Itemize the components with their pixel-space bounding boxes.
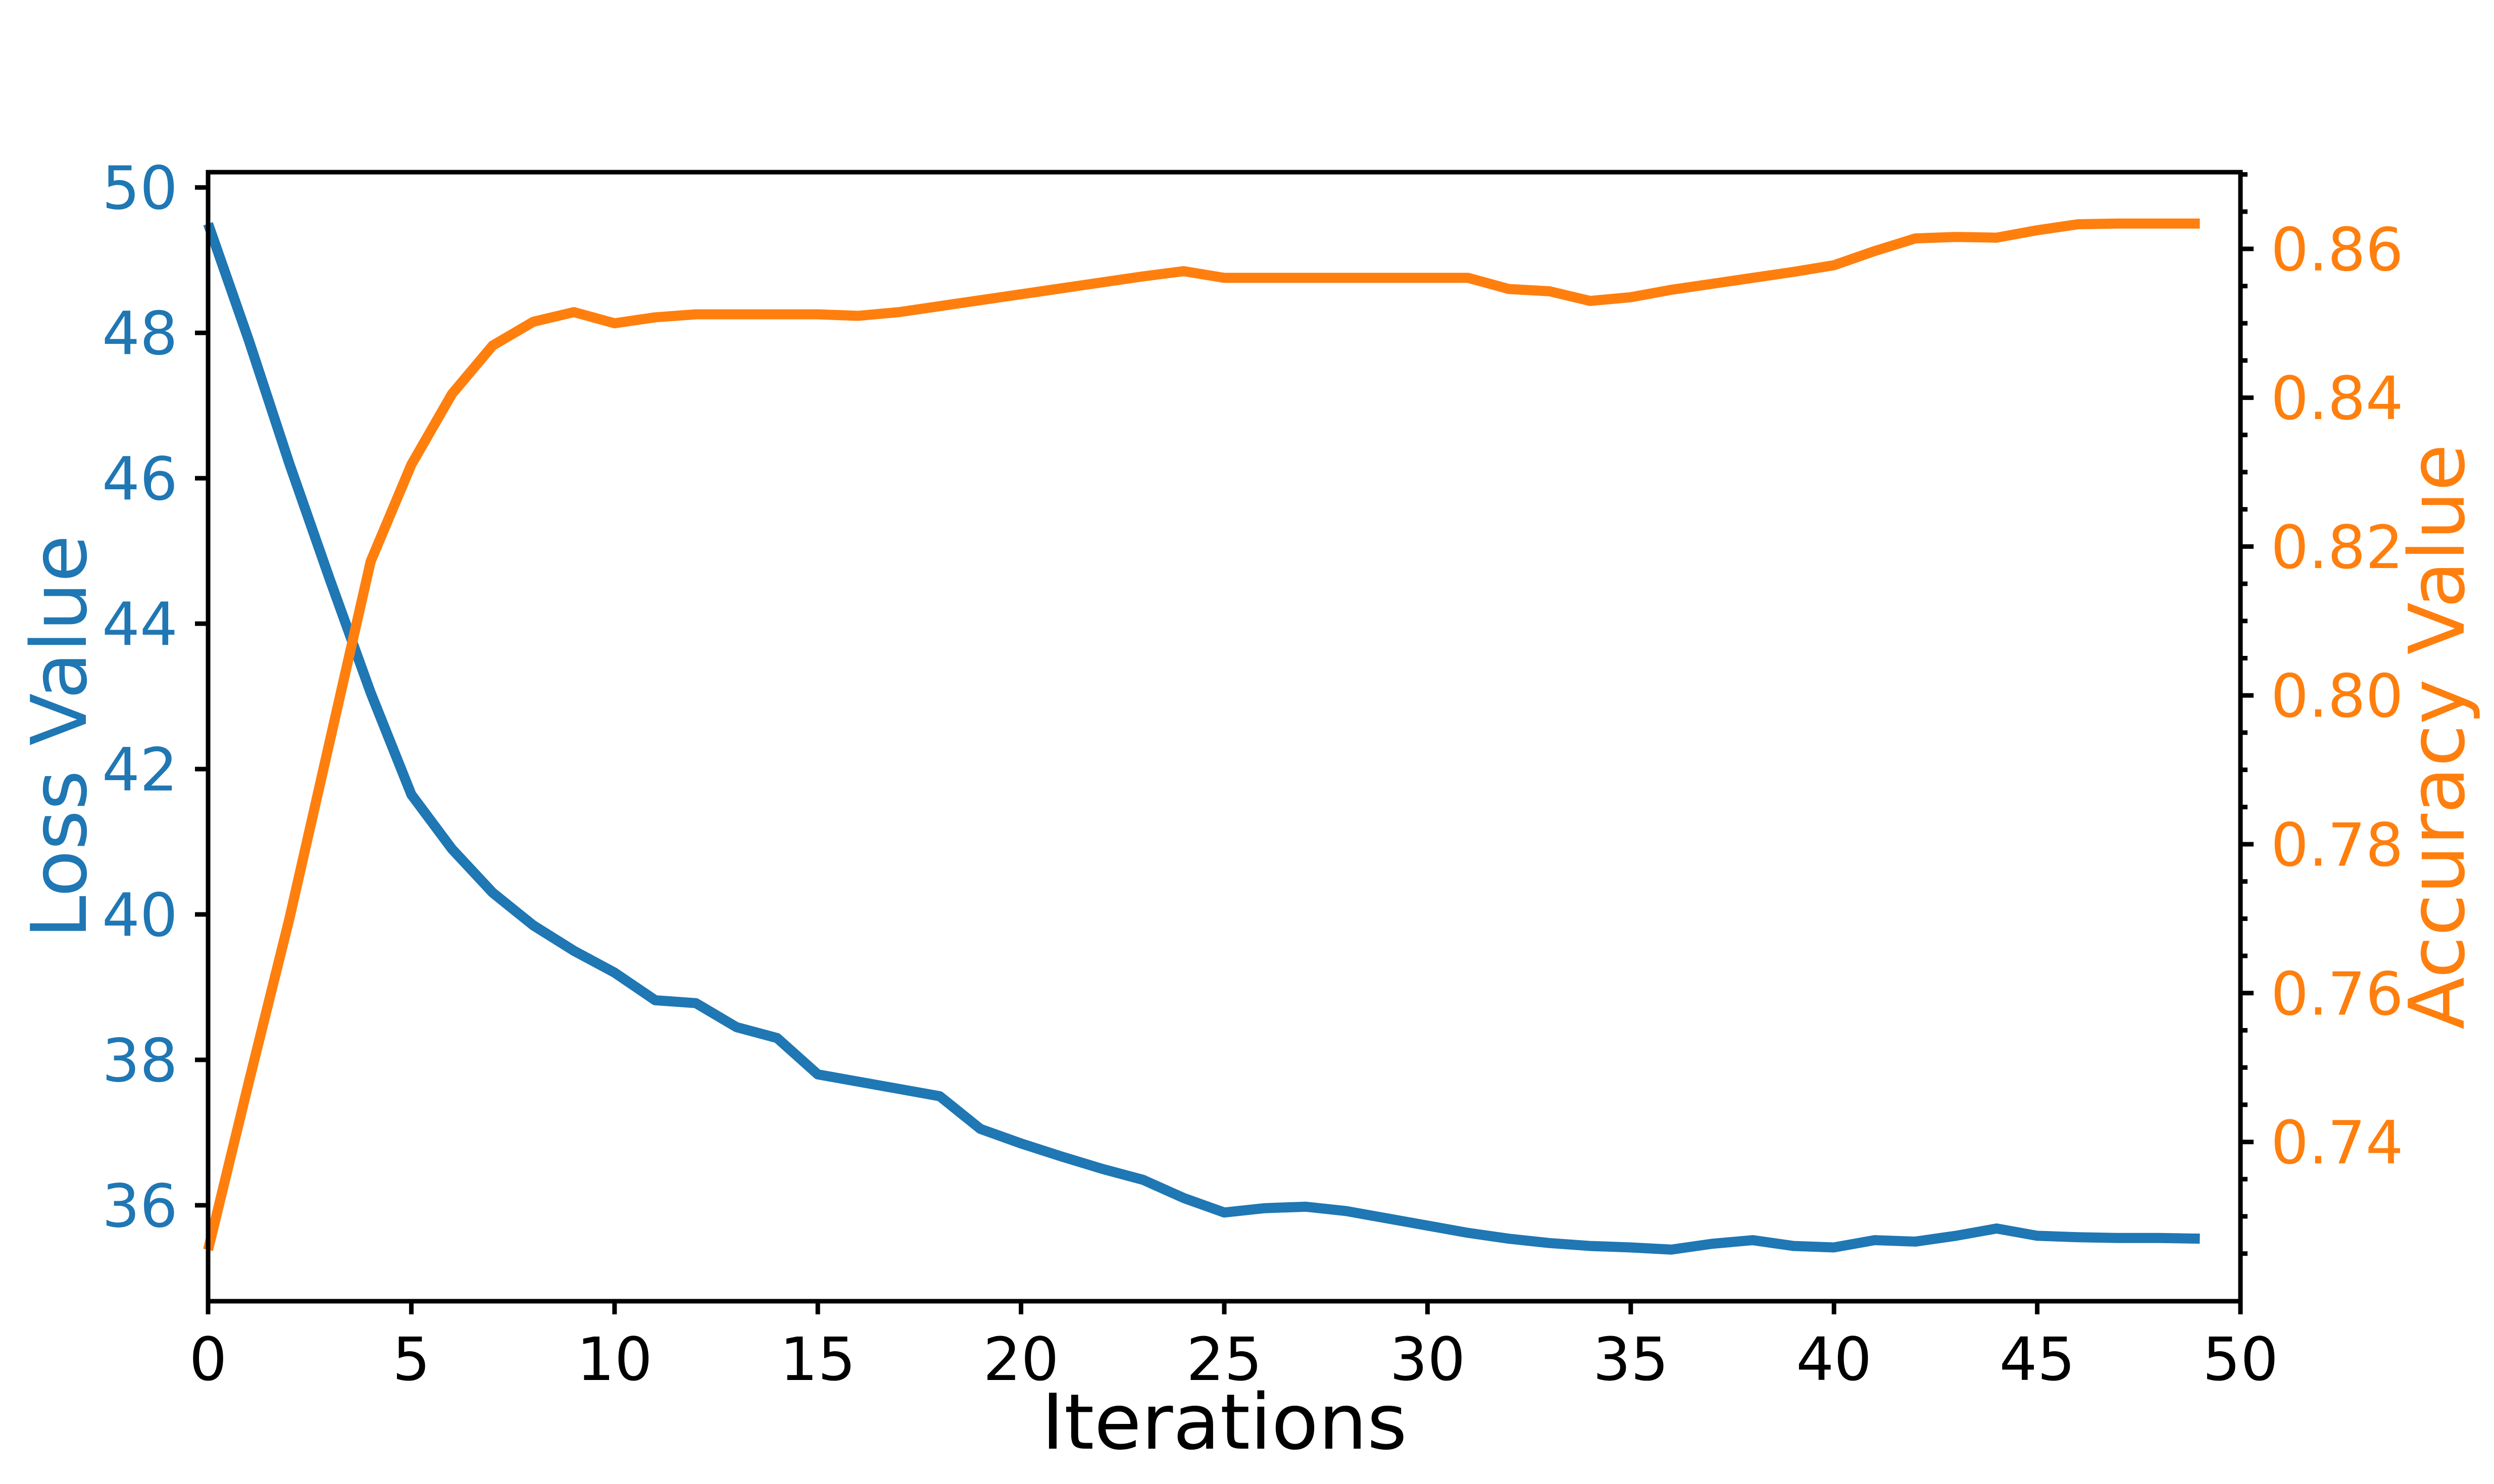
- x-axis-label: Iterations: [1041, 1377, 1407, 1467]
- y-right-tick-label: 0.76: [2271, 959, 2404, 1029]
- axis-tick-labels: 0 5 10 15 20 25 30 35 40 45 50 36 38 40 42 44 46 48 50 0.74…: [102, 153, 2404, 1394]
- x-tick-label: 20: [983, 1324, 1059, 1394]
- y-left-tick-label: 36: [102, 1171, 178, 1241]
- y-left-tick-label: 50: [102, 153, 178, 223]
- x-tick-label: 0: [189, 1324, 227, 1394]
- y-right-tick-label: 0.74: [2271, 1108, 2404, 1178]
- y-right-tick-label: 0.80: [2271, 661, 2404, 731]
- x-tick-label: 5: [392, 1324, 430, 1394]
- y-left-tick-label: 38: [102, 1026, 178, 1095]
- x-tick-label: 40: [1796, 1324, 1872, 1394]
- x-tick-label: 15: [780, 1324, 856, 1394]
- y-left-tick-label: 48: [102, 299, 178, 369]
- x-tick-label: 50: [2203, 1324, 2278, 1394]
- loss-line: [203, 222, 2200, 1255]
- y-left-tick-label: 44: [102, 590, 178, 659]
- y-right-tick-label: 0.78: [2271, 810, 2404, 880]
- y-axis-label-left: Loss Value: [15, 535, 104, 938]
- y-left-tick-label: 42: [102, 735, 178, 805]
- x-tick-label: 35: [1593, 1324, 1669, 1394]
- axis-ticks: [195, 172, 2254, 1314]
- x-tick-label: 10: [577, 1324, 653, 1394]
- x-tick-label: 30: [1389, 1324, 1465, 1394]
- y-right-tick-label: 0.86: [2271, 215, 2404, 284]
- accuracy-line: [203, 218, 2200, 1251]
- x-tick-label: 45: [2000, 1324, 2075, 1394]
- y-left-tick-label: 40: [102, 881, 178, 950]
- y-right-tick-label: 0.84: [2271, 364, 2404, 433]
- y-right-tick-label: 0.82: [2271, 513, 2404, 582]
- y-axis-label-right: Accuracy Value: [2392, 444, 2482, 1030]
- plot-lines: [203, 218, 2200, 1255]
- y-left-tick-label: 46: [102, 444, 178, 514]
- x-tick-label: 25: [1186, 1324, 1262, 1394]
